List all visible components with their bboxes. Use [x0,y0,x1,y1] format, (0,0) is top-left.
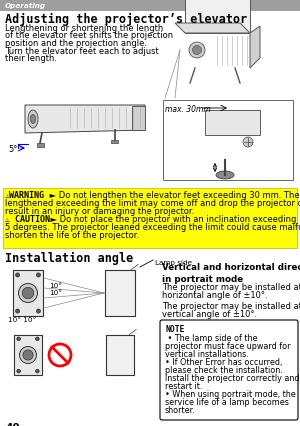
Circle shape [36,309,40,313]
Circle shape [17,369,20,373]
FancyBboxPatch shape [163,100,293,180]
Text: 10°: 10° [49,283,62,289]
Text: of the elevator feet shifts the projection: of the elevator feet shifts the projecti… [5,32,173,40]
Ellipse shape [31,115,35,124]
Text: 5 degrees. The projector leaned exceeding the limit could cause malfunction and: 5 degrees. The projector leaned exceedin… [5,223,300,232]
Text: Adjusting the projector’s elevator: Adjusting the projector’s elevator [5,13,247,26]
Circle shape [36,273,40,277]
Text: Install the projector correctly and: Install the projector correctly and [165,374,299,383]
Text: lengthened exceeding the limit may come off and drop the projector down, and: lengthened exceeding the limit may come … [5,199,300,208]
Text: The projector may be installed at: The projector may be installed at [162,302,300,311]
Bar [111,140,118,143]
Circle shape [49,344,71,366]
Text: projector must face upward for: projector must face upward for [165,342,290,351]
Text: • If Other Error has occurred,: • If Other Error has occurred, [165,358,282,367]
FancyBboxPatch shape [13,270,43,316]
FancyBboxPatch shape [105,270,135,316]
Ellipse shape [216,171,234,179]
Text: Vertical and horizontal direction
in portrait mode: Vertical and horizontal direction in por… [162,263,300,284]
Text: vertical angle of ±10°.: vertical angle of ±10°. [162,310,257,319]
Circle shape [17,337,20,341]
Text: 10°: 10° [49,290,62,296]
Text: • The lamp side of the: • The lamp side of the [165,334,257,343]
Circle shape [22,287,34,299]
Text: their length.: their length. [5,54,57,63]
Text: 10° 10°: 10° 10° [8,317,36,323]
FancyBboxPatch shape [106,334,134,375]
Circle shape [193,46,202,55]
Text: Operating: Operating [5,3,46,9]
Ellipse shape [28,110,38,128]
Bar [3,188,297,248]
Text: vertical installations.: vertical installations. [165,350,249,359]
Text: The projector may be installed at: The projector may be installed at [162,283,300,292]
FancyBboxPatch shape [132,106,145,130]
FancyBboxPatch shape [185,0,250,33]
Bar [37,143,44,147]
Text: restart it.: restart it. [165,382,202,391]
Text: ⚠WARNING: ⚠WARNING [5,191,45,200]
FancyBboxPatch shape [205,110,260,135]
Circle shape [35,337,39,341]
Circle shape [16,309,20,313]
Text: Lengthening or shortening the length: Lengthening or shortening the length [5,24,163,33]
Text: ► Do not place the projector with an inclination exceeding: ► Do not place the projector with an inc… [40,215,296,224]
Circle shape [16,273,20,277]
Text: position and the projection angle.: position and the projection angle. [5,39,147,48]
Bar [0,0,300,11]
Text: horizontal angle of ±10°.: horizontal angle of ±10°. [162,291,268,300]
Circle shape [243,137,253,147]
Text: NOTE: NOTE [165,325,184,334]
Text: 40: 40 [5,423,20,426]
Text: max. 30mm: max. 30mm [165,105,211,114]
Text: ► Do not lengthen the elevator feet exceeding 30 mm. The foot: ► Do not lengthen the elevator feet exce… [47,191,300,200]
FancyBboxPatch shape [160,320,298,420]
Text: • When using portrait mode, the: • When using portrait mode, the [165,390,296,399]
Circle shape [189,42,205,58]
Circle shape [20,346,37,363]
Polygon shape [250,26,260,68]
Text: shorten the life of the projector.: shorten the life of the projector. [5,231,139,240]
Text: Lamp side: Lamp side [155,260,192,266]
Polygon shape [175,23,250,33]
Circle shape [35,369,39,373]
Text: Installation angle: Installation angle [5,252,133,265]
Text: Turn the elevator feet each to adjust: Turn the elevator feet each to adjust [5,46,159,55]
Text: result in an injury or damaging the projector.: result in an injury or damaging the proj… [5,207,194,216]
Polygon shape [25,105,145,133]
Text: please check the installation.: please check the installation. [165,366,283,375]
Text: ⚠ CAUTION: ⚠ CAUTION [5,215,50,224]
FancyBboxPatch shape [14,334,42,375]
Circle shape [19,283,38,302]
Text: 5°: 5° [8,145,17,154]
Circle shape [23,350,33,360]
Text: service life of a lamp becomes: service life of a lamp becomes [165,398,289,407]
Text: shorter.: shorter. [165,406,196,415]
